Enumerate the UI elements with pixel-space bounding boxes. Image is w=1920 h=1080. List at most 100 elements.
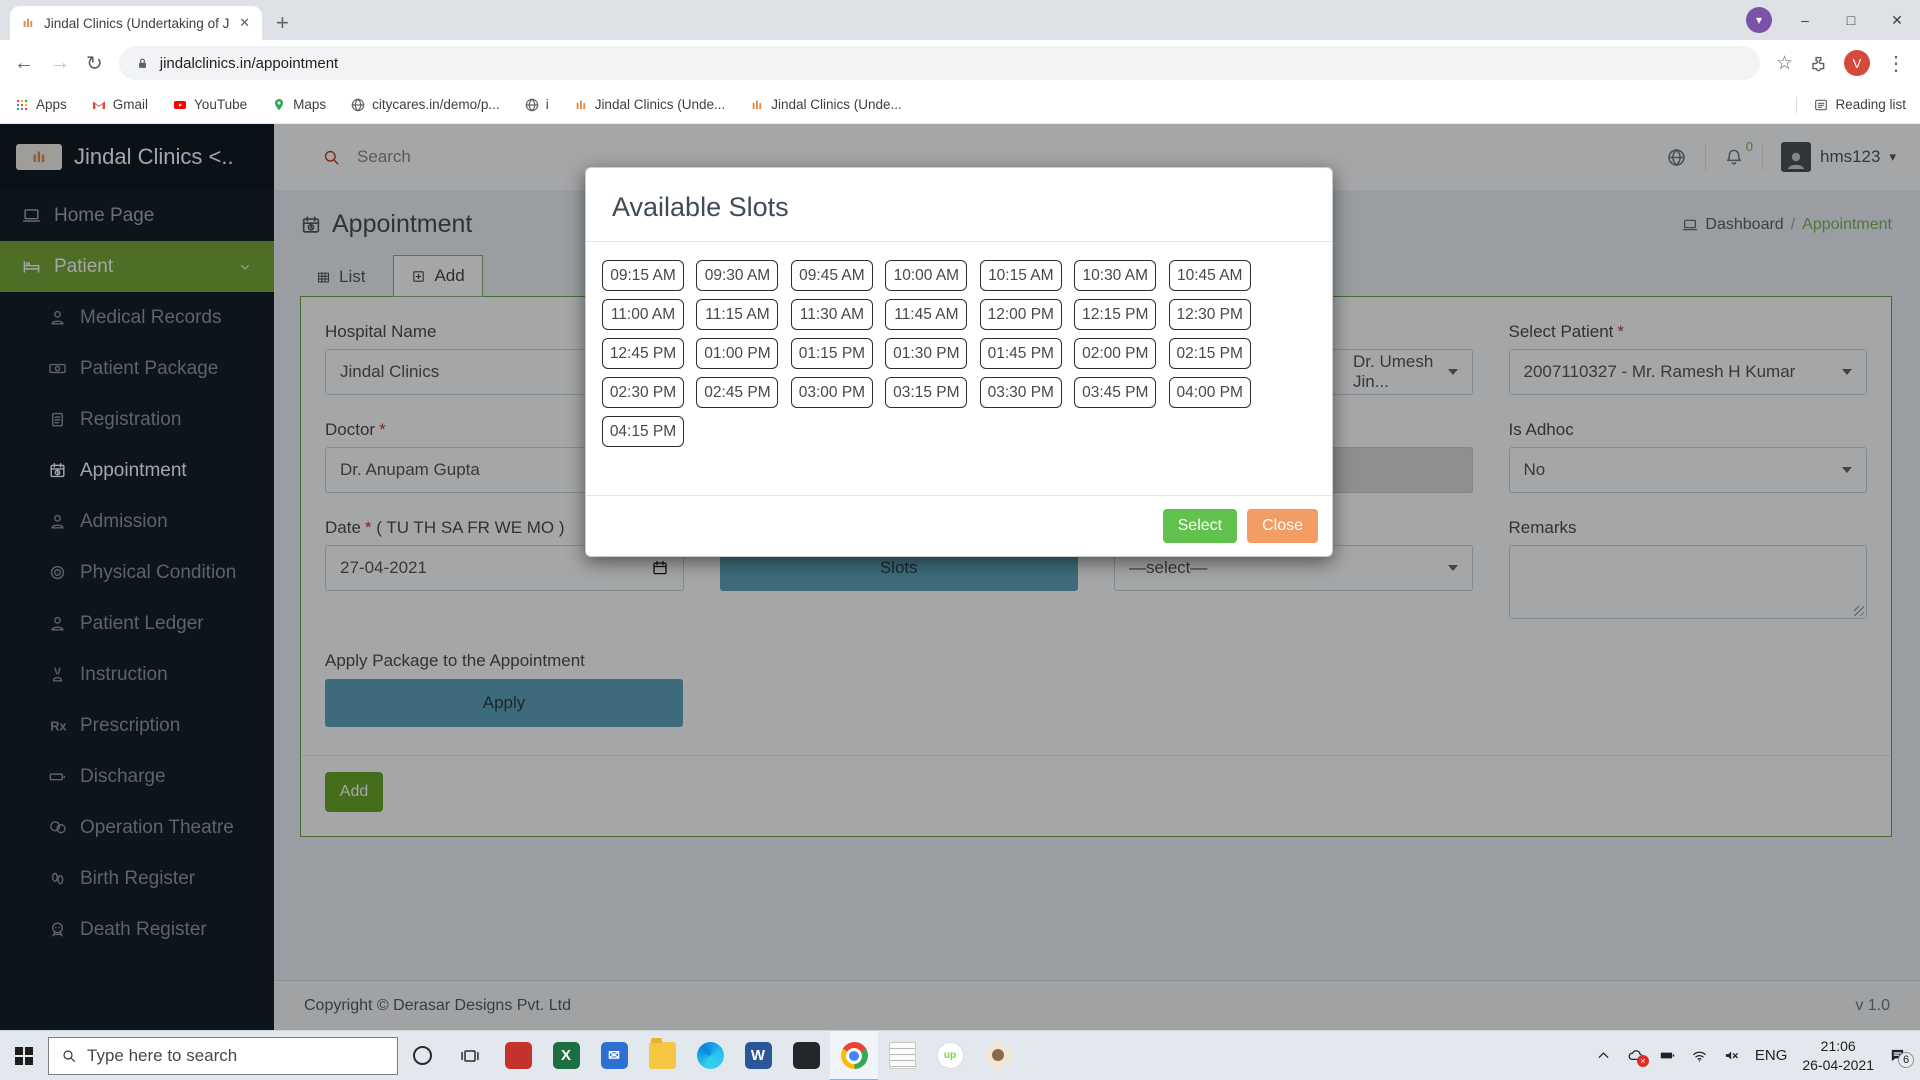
slot-button[interactable]: 10:00 AM xyxy=(885,260,968,291)
select-button[interactable]: Select xyxy=(1162,509,1238,543)
cortana-button[interactable] xyxy=(398,1031,446,1080)
bookmark-i[interactable]: i xyxy=(524,97,549,113)
remarks-input[interactable] xyxy=(1508,545,1867,619)
sidebar-item-death-register[interactable]: Death Register xyxy=(0,904,274,955)
slot-button[interactable]: 09:30 AM xyxy=(696,260,779,291)
bookmark-jindal-1[interactable]: Jindal Clinics (Unde... xyxy=(573,97,725,113)
header-search[interactable]: Search xyxy=(322,147,411,167)
user-menu[interactable]: hms123 ▾ xyxy=(1780,142,1896,172)
slot-button[interactable]: 12:15 PM xyxy=(1074,299,1157,330)
slot-button[interactable]: 11:45 AM xyxy=(885,299,968,330)
volume-muted-icon[interactable] xyxy=(1723,1047,1740,1064)
slot-button[interactable]: 02:30 PM xyxy=(602,377,684,408)
taskbar-app-excel-icon[interactable]: X xyxy=(542,1031,590,1080)
slot-button[interactable]: 09:45 AM xyxy=(790,260,873,291)
window-maximize-button[interactable]: □ xyxy=(1846,12,1856,28)
bookmark-citycares[interactable]: citycares.in/demo/p... xyxy=(350,97,500,113)
sidebar-item-physical-condition[interactable]: Physical Condition xyxy=(0,547,274,598)
slot-button[interactable]: 03:30 PM xyxy=(979,377,1062,408)
bookmark-gmail[interactable]: Gmail xyxy=(91,97,148,113)
browser-tab[interactable]: Jindal Clinics (Undertaking of Jin ✕ xyxy=(10,6,262,40)
taskbar-app-red-icon[interactable] xyxy=(494,1031,542,1080)
notifications-button[interactable]: 0 xyxy=(1724,139,1753,167)
slot-button[interactable]: 10:15 AM xyxy=(979,260,1062,291)
slot-button[interactable]: 11:00 AM xyxy=(602,299,684,330)
sidebar-item-home-page[interactable]: Home Page xyxy=(0,190,274,241)
slot-button[interactable]: 11:30 AM xyxy=(790,299,873,330)
sidebar-item-operation-theatre[interactable]: Operation Theatre xyxy=(0,802,274,853)
browser-badge-icon[interactable]: ▾ xyxy=(1746,7,1772,33)
onedrive-icon[interactable]: × xyxy=(1627,1047,1649,1067)
slot-button[interactable]: 10:45 AM xyxy=(1168,260,1251,291)
back-icon[interactable]: ← xyxy=(14,51,34,74)
slot-button[interactable]: 04:15 PM xyxy=(602,416,684,447)
new-tab-button[interactable]: + xyxy=(276,10,289,35)
slot-button[interactable]: 02:15 PM xyxy=(1168,338,1251,369)
brand[interactable]: Jindal Clinics <.. xyxy=(0,124,274,190)
wifi-icon[interactable] xyxy=(1691,1047,1708,1064)
tab-close-icon[interactable]: ✕ xyxy=(239,15,250,30)
bookmark-apps[interactable]: Apps xyxy=(14,97,67,113)
sidebar-item-patient-package[interactable]: Patient Package xyxy=(0,343,274,394)
bookmark-star-icon[interactable]: ☆ xyxy=(1775,52,1793,74)
slot-button[interactable]: 12:00 PM xyxy=(979,299,1062,330)
taskbar-app-word-icon[interactable]: W xyxy=(734,1031,782,1080)
slot-button[interactable]: 01:45 PM xyxy=(979,338,1062,369)
taskbar-app-upwork-icon[interactable]: up xyxy=(926,1031,974,1080)
sidebar-item-patient-ledger[interactable]: Patient Ledger xyxy=(0,598,274,649)
slot-button[interactable]: 01:00 PM xyxy=(696,338,779,369)
bookmark-youtube[interactable]: YouTube xyxy=(172,97,247,113)
add-button[interactable]: Add xyxy=(325,772,383,812)
url-bar[interactable]: jindalclinics.in/appointment xyxy=(118,46,1760,80)
extensions-puzzle-icon[interactable] xyxy=(1809,54,1828,73)
sidebar-item-birth-register[interactable]: Birth Register xyxy=(0,853,274,904)
sidebar-item-appointment[interactable]: Appointment xyxy=(0,445,274,496)
sidebar-item-registration[interactable]: Registration xyxy=(0,394,274,445)
slot-button[interactable]: 03:00 PM xyxy=(790,377,873,408)
bookmark-jindal-2[interactable]: Jindal Clinics (Unde... xyxy=(749,97,902,113)
forward-icon[interactable]: → xyxy=(50,51,70,74)
browser-menu-icon[interactable]: ⋮ xyxy=(1886,52,1906,75)
slot-button[interactable]: 02:45 PM xyxy=(696,377,779,408)
battery-icon[interactable] xyxy=(1659,1047,1676,1064)
taskbar-app-notes-icon[interactable] xyxy=(878,1031,926,1080)
select-patient-dropdown[interactable]: 2007110327 - Mr. Ramesh H Kumar xyxy=(1508,349,1867,395)
slot-button[interactable]: 10:30 AM xyxy=(1074,260,1157,291)
slot-button[interactable]: 09:15 AM xyxy=(602,260,684,291)
sidebar-item-patient[interactable]: Patient xyxy=(0,241,274,292)
window-minimize-button[interactable]: – xyxy=(1801,12,1809,28)
sidebar-item-instruction[interactable]: Instruction xyxy=(0,649,274,700)
slot-button[interactable]: 04:00 PM xyxy=(1168,377,1251,408)
taskbar-app-misc-icon[interactable] xyxy=(974,1031,1022,1080)
window-close-button[interactable]: ✕ xyxy=(1891,11,1903,28)
taskbar-app-mail-icon[interactable]: ✉ xyxy=(590,1031,638,1080)
taskbar-app-chrome-icon[interactable] xyxy=(830,1030,878,1080)
close-button[interactable]: Close xyxy=(1247,509,1318,543)
sidebar-item-admission[interactable]: Admission xyxy=(0,496,274,547)
language-indicator[interactable]: ENG xyxy=(1754,1047,1788,1064)
date-input[interactable]: 27-04-2021 xyxy=(325,545,684,591)
clock[interactable]: 21:06 26-04-2021 xyxy=(1802,1037,1874,1073)
task-view-button[interactable] xyxy=(446,1031,494,1080)
tray-chevron-up-icon[interactable] xyxy=(1595,1047,1612,1064)
refresh-icon[interactable]: ↻ xyxy=(86,52,103,75)
is-adhoc-dropdown[interactable]: No xyxy=(1508,447,1867,493)
breadcrumb-dashboard[interactable]: Dashboard xyxy=(1705,215,1784,233)
taskbar-app-edge-icon[interactable] xyxy=(686,1031,734,1080)
tab-list[interactable]: List xyxy=(314,258,367,296)
apply-button[interactable]: Apply xyxy=(325,679,683,727)
slot-button[interactable]: 12:30 PM xyxy=(1168,299,1251,330)
taskbar-app-folder-icon[interactable] xyxy=(638,1031,686,1080)
sidebar-item-prescription[interactable]: Prescription xyxy=(0,700,274,751)
slot-button[interactable]: 11:15 AM xyxy=(696,299,779,330)
sidebar-item-discharge[interactable]: Discharge xyxy=(0,751,274,802)
slot-button[interactable]: 01:15 PM xyxy=(790,338,873,369)
taskbar-search[interactable]: Type here to search xyxy=(48,1036,398,1075)
slot-button[interactable]: 03:45 PM xyxy=(1074,377,1157,408)
slot-button[interactable]: 02:00 PM xyxy=(1074,338,1157,369)
slot-button[interactable]: 03:15 PM xyxy=(885,377,968,408)
slot-button[interactable]: 01:30 PM xyxy=(885,338,968,369)
sidebar-item-medical-records[interactable]: Medical Records xyxy=(0,292,274,343)
start-button[interactable] xyxy=(0,1031,48,1080)
tab-add[interactable]: Add xyxy=(393,255,483,297)
